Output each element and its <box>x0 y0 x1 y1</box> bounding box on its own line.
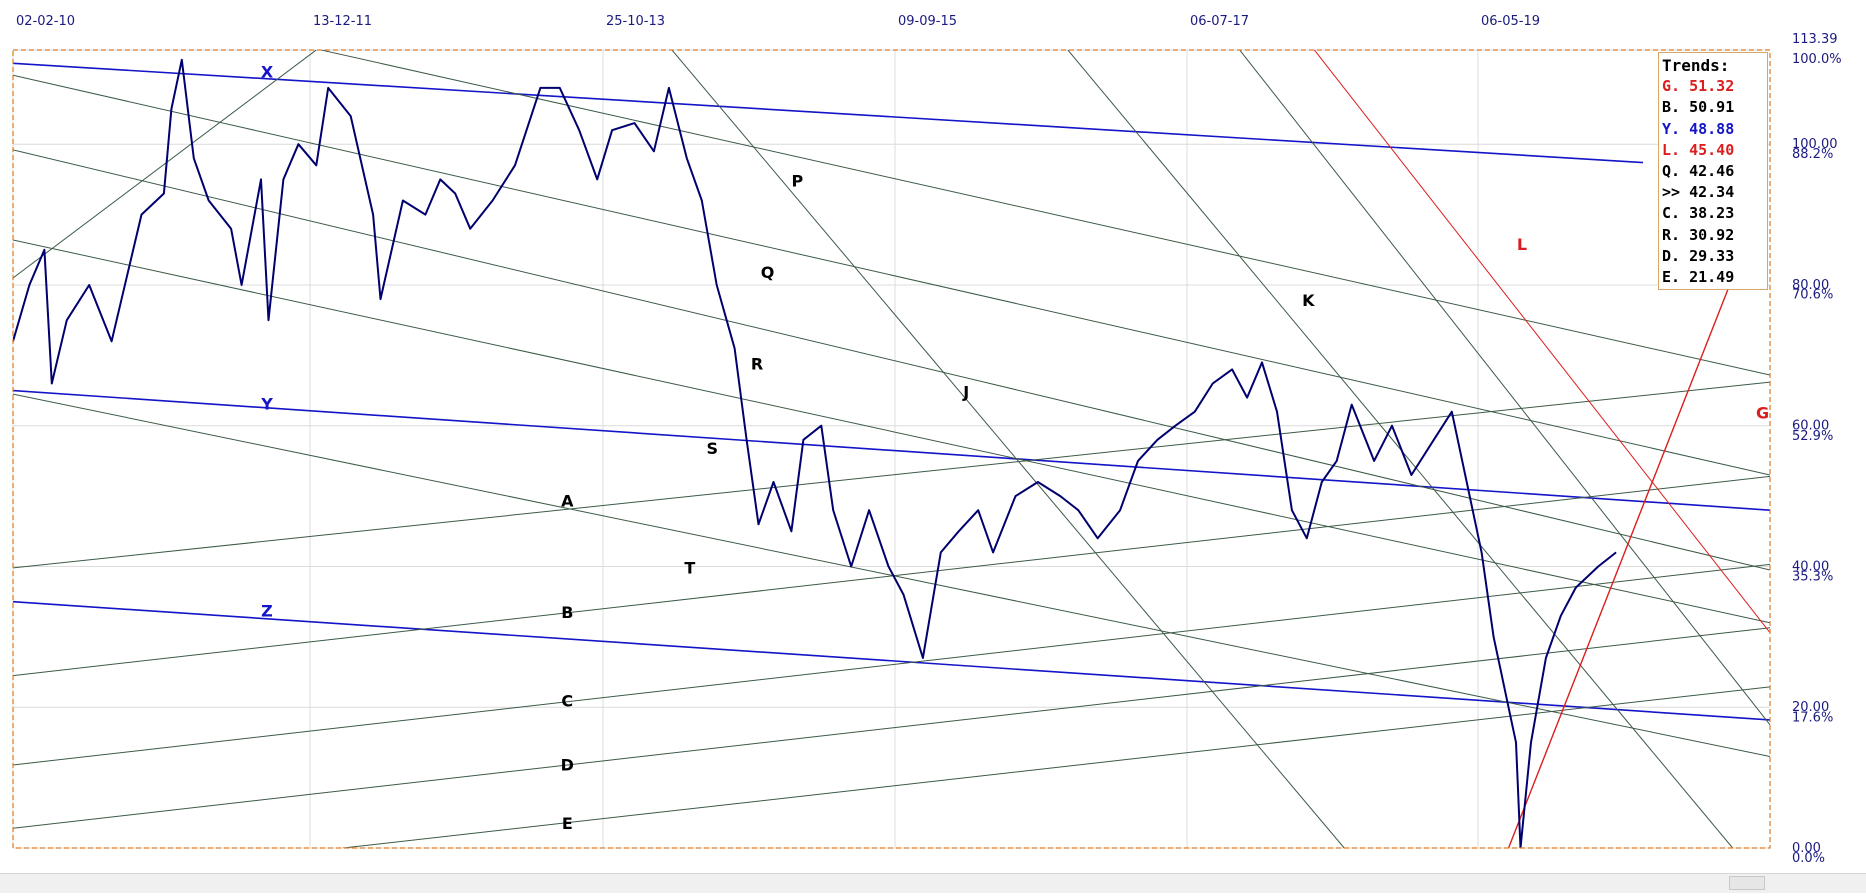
trendline-t <box>13 393 1770 758</box>
trendline-k <box>1239 50 1770 726</box>
legend-item: C. 38.23 <box>1662 204 1735 223</box>
axis-layer: 02-02-10 13-12-11 25-10-13 09-09-15 06-07-17… <box>16 14 1842 866</box>
x-tick-label: 13-12-11 <box>313 14 372 29</box>
y-pct-label: 35.3% <box>1792 569 1833 584</box>
trendline-z <box>13 600 1770 721</box>
trend-label-z: Z <box>261 601 273 620</box>
trend-label-j: J <box>962 383 969 402</box>
legend-title: Trends: <box>1662 56 1730 75</box>
trend-label-x: X <box>261 62 274 81</box>
trendline-g <box>1507 284 1731 848</box>
trends-legend: Trends: G. 51.32 B. 50.91 Y. 48.88 L. 45.40… <box>1658 52 1768 290</box>
trendline-layer <box>13 50 1770 848</box>
y-price-label: 20.00 <box>1792 700 1829 715</box>
trendline-s <box>13 239 1770 624</box>
trendline-l <box>1313 50 1770 633</box>
y-price-label: 80.00 <box>1792 278 1829 293</box>
plot-frame <box>12 49 1771 849</box>
legend-item: D. 29.33 <box>1662 246 1735 265</box>
trend-label-g: G <box>1756 404 1769 423</box>
trend-label-d: D <box>561 756 574 775</box>
trendline-x <box>13 62 1644 164</box>
trendline <box>13 50 317 279</box>
y-pct-label: 52.9% <box>1792 429 1833 444</box>
trend-label-b: B <box>561 603 573 622</box>
y-price-label: 113.39 <box>1792 32 1838 47</box>
trend-label-e: E <box>562 814 573 833</box>
legend-item: Y. 48.88 <box>1662 119 1735 138</box>
trend-label-c: C <box>561 692 573 711</box>
trend-label-l: L <box>1517 235 1527 254</box>
trendline-y <box>13 389 1770 511</box>
y-price-label: 40.00 <box>1792 559 1829 574</box>
trend-label-s: S <box>706 439 718 458</box>
legend-item: B. 50.91 <box>1662 98 1735 117</box>
legend-items: G. 51.32 B. 50.91 Y. 48.88 L. 45.40 Q. 42.46… <box>1662 76 1764 288</box>
trend-label-y: Y <box>260 395 273 414</box>
trendline-a <box>13 381 1770 569</box>
trendline <box>320 50 1770 376</box>
legend-item: Q. 42.46 <box>1662 162 1735 181</box>
trend-label-k: K <box>1302 291 1315 310</box>
y-pct-label: 100.0% <box>1792 52 1842 67</box>
trend-label-t: T <box>684 559 695 578</box>
scrollbar-thumb[interactable] <box>1729 876 1765 890</box>
x-tick-label: 02-02-10 <box>16 14 75 29</box>
price-layer <box>13 58 1617 848</box>
y-price-label: 0.00 <box>1792 841 1821 856</box>
trendline-d <box>13 627 1770 829</box>
trendline-p <box>13 74 1770 476</box>
legend-item: >> 42.34 <box>1662 183 1735 202</box>
price-line <box>13 58 1617 848</box>
trendline-q <box>13 149 1770 571</box>
trend-label-p: P <box>792 171 804 190</box>
y-pct-label: 70.6% <box>1792 288 1833 303</box>
y-pct-label: 0.0% <box>1792 851 1825 866</box>
trendline-e <box>343 686 1770 848</box>
y-price-label: 100.00 <box>1792 137 1838 152</box>
y-pct-label: 88.2% <box>1792 147 1833 162</box>
trend-label-a: A <box>561 492 574 511</box>
x-tick-label: 25-10-13 <box>606 14 665 29</box>
trend-label-q: Q <box>761 263 775 282</box>
legend-item: E. 21.49 <box>1662 268 1735 287</box>
trend-label-layer: X Y Z A B C D E P Q S T R J K L G <box>260 62 1769 833</box>
trendline-c <box>13 563 1770 766</box>
legend-item: L. 45.40 <box>1662 140 1735 159</box>
x-tick-label: 06-07-17 <box>1190 14 1249 29</box>
y-price-label: 60.00 <box>1792 419 1829 434</box>
horizontal-scrollbar[interactable] <box>0 873 1866 893</box>
y-pct-label: 17.6% <box>1792 711 1833 726</box>
legend-item: G. 51.32 <box>1662 77 1735 96</box>
x-tick-label: 06-05-19 <box>1481 14 1540 29</box>
x-tick-label: 09-09-15 <box>898 14 957 29</box>
frame-layer <box>12 49 1771 849</box>
trendline-b <box>13 475 1770 677</box>
legend-item: R. 30.92 <box>1662 225 1735 244</box>
trendline-r <box>671 50 1345 848</box>
trend-label-r: R <box>751 354 763 373</box>
